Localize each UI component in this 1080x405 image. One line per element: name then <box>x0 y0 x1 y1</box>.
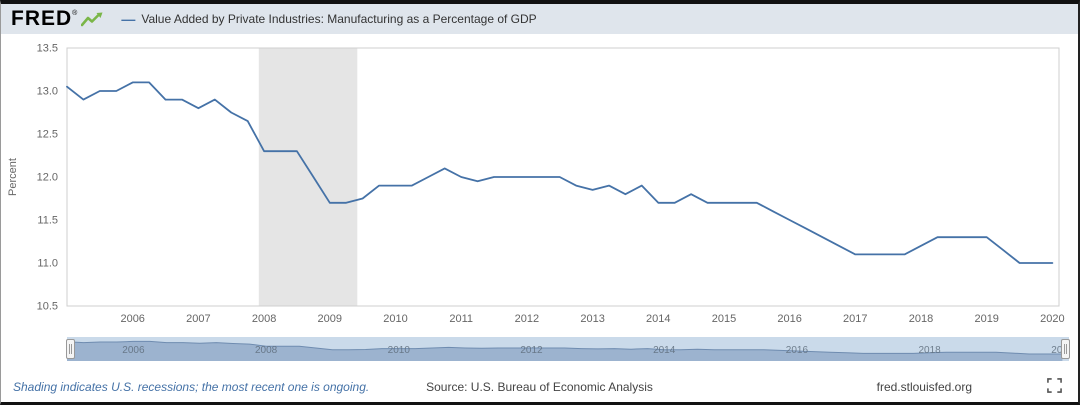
y-tick-label: 11.0 <box>37 258 58 270</box>
fred-logo-graph-icon <box>81 12 103 28</box>
x-tick-label: 2018 <box>909 313 933 325</box>
y-tick-label: 13.5 <box>37 43 58 55</box>
navigator-tick-label: 2010 <box>388 345 411 356</box>
x-tick-label: 2014 <box>646 313 670 325</box>
x-tick-label: 2012 <box>515 313 539 325</box>
header-bar: FRED ® — Value Added by Private Industri… <box>1 4 1078 34</box>
series-legend[interactable]: — Value Added by Private Industries: Man… <box>121 12 536 26</box>
legend-label: Value Added by Private Industries: Manuf… <box>141 12 537 26</box>
y-tick-label: 10.5 <box>37 301 58 313</box>
x-tick-label: 2007 <box>186 313 210 325</box>
x-tick-label: 2006 <box>120 313 144 325</box>
fullscreen-icon[interactable] <box>1047 378 1062 393</box>
y-tick-label: 12.0 <box>37 172 58 184</box>
navigator-tick-label: 2018 <box>918 345 941 356</box>
x-tick-label: 2017 <box>843 313 867 325</box>
navigator-right-handle[interactable] <box>1061 339 1070 359</box>
x-tick-label: 2009 <box>318 313 342 325</box>
navigator-tick-label: 2008 <box>255 345 278 356</box>
range-navigator[interactable]: 20062008201020122014201620182020 <box>66 337 1074 361</box>
x-tick-label: 2010 <box>383 313 407 325</box>
recession-note: Shading indicates U.S. recessions; the m… <box>13 380 370 394</box>
y-tick-label: 13.0 <box>37 86 58 98</box>
series-line <box>66 81 1054 264</box>
fred-logo[interactable]: FRED ® <box>11 6 105 32</box>
x-tick-label: 2015 <box>712 313 736 325</box>
navigator-tick-label: 2014 <box>653 345 676 356</box>
x-tick-label: 2013 <box>580 313 604 325</box>
registered-mark: ® <box>72 10 78 17</box>
navigator-area <box>67 341 1063 361</box>
fred-logo-text: FRED <box>11 7 73 30</box>
line-chart[interactable]: 10.5 11.0 11.5 12.0 12.5 13.0 13.5 2006 2007 2008… <box>1 34 1080 334</box>
y-tick-label: 12.5 <box>37 129 58 141</box>
x-tick-label: 2011 <box>449 313 473 325</box>
x-tick-label: 2008 <box>252 313 276 325</box>
y-tick-label: 11.5 <box>37 215 58 227</box>
navigator-line <box>66 340 1063 355</box>
recession-band <box>258 48 358 306</box>
navigator-tick-label: 2016 <box>786 345 809 356</box>
navigator-tick-label: 2006 <box>122 345 145 356</box>
x-tick-label: 2016 <box>777 313 801 325</box>
x-tick-label: 2019 <box>974 313 998 325</box>
site-link[interactable]: fred.stlouisfed.org <box>876 380 972 394</box>
legend-line-swatch: — <box>121 11 136 27</box>
navigator-mini-chart: 20062008201020122014201620182020 <box>66 340 1074 361</box>
navigator-tick-label: 2012 <box>520 345 543 356</box>
navigator-left-handle[interactable] <box>66 339 75 359</box>
source-text: Source: U.S. Bureau of Economic Analysis <box>426 380 653 394</box>
y-axis-title: Percent <box>7 158 19 196</box>
x-tick-label: 2020 <box>1040 313 1064 325</box>
